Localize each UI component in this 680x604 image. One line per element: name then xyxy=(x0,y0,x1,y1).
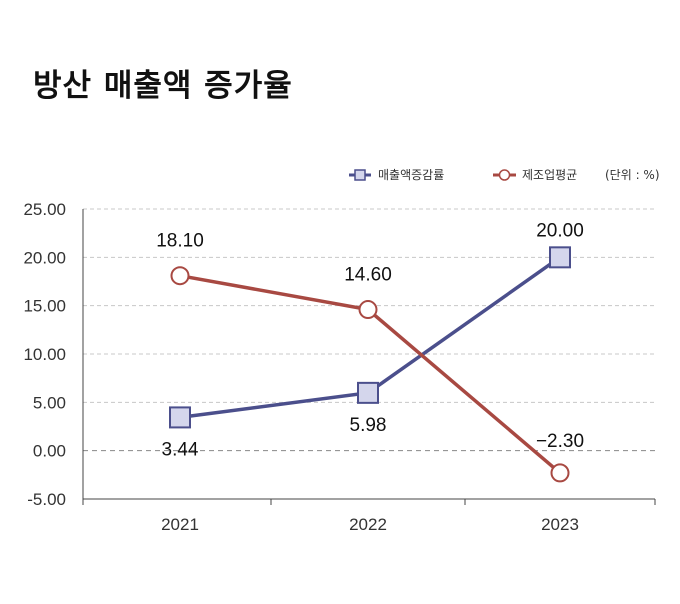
data-point-sales xyxy=(357,381,379,404)
series-markers xyxy=(169,246,571,483)
x-tick-label: 2023 xyxy=(541,515,579,534)
chart-title: 방산 매출액 증가율 xyxy=(33,68,293,104)
data-label: −2.30 xyxy=(536,431,584,452)
series-lines xyxy=(179,255,562,475)
y-tick-label: 5.00 xyxy=(33,393,66,412)
legend-marker-mfg xyxy=(498,169,511,181)
legend-label-mfg: 제조업평균 xyxy=(522,168,577,182)
data-labels: 3.44 5.98 20.00 18.10 14.60 −2.30 xyxy=(156,220,584,460)
y-tick-label: 15.00 xyxy=(23,297,66,316)
unit-label: (단위 : %) xyxy=(605,168,660,182)
data-point-sales xyxy=(169,406,191,429)
data-point-mfg xyxy=(358,300,378,320)
data-label: 14.60 xyxy=(344,265,392,286)
axes xyxy=(82,209,656,505)
y-tick-label: 10.00 xyxy=(23,345,66,364)
y-tick-label: -5.00 xyxy=(27,490,66,509)
data-label: 3.44 xyxy=(162,439,199,460)
legend-label-sales: 매출액증감률 xyxy=(378,168,444,182)
data-point-mfg xyxy=(170,266,190,286)
x-tick-label: 2022 xyxy=(349,515,387,534)
tick-labels: 25.00 20.00 15.00 10.00 5.00 0.00 -5.00 2021 202… xyxy=(23,200,578,534)
data-label: 5.98 xyxy=(350,415,387,436)
data-point-mfg xyxy=(550,463,570,483)
data-label: 20.00 xyxy=(536,220,584,241)
legend-marker-sales xyxy=(354,169,366,181)
x-tick-label: 2021 xyxy=(161,515,199,534)
data-label: 18.10 xyxy=(156,231,204,252)
y-tick-label: 0.00 xyxy=(33,442,66,461)
y-tick-label: 25.00 xyxy=(23,200,66,219)
legend: 매출액증감률 제조업평균 (단위 : %) xyxy=(349,168,660,182)
y-tick-label: 20.00 xyxy=(23,248,66,267)
data-point-sales xyxy=(549,246,571,269)
